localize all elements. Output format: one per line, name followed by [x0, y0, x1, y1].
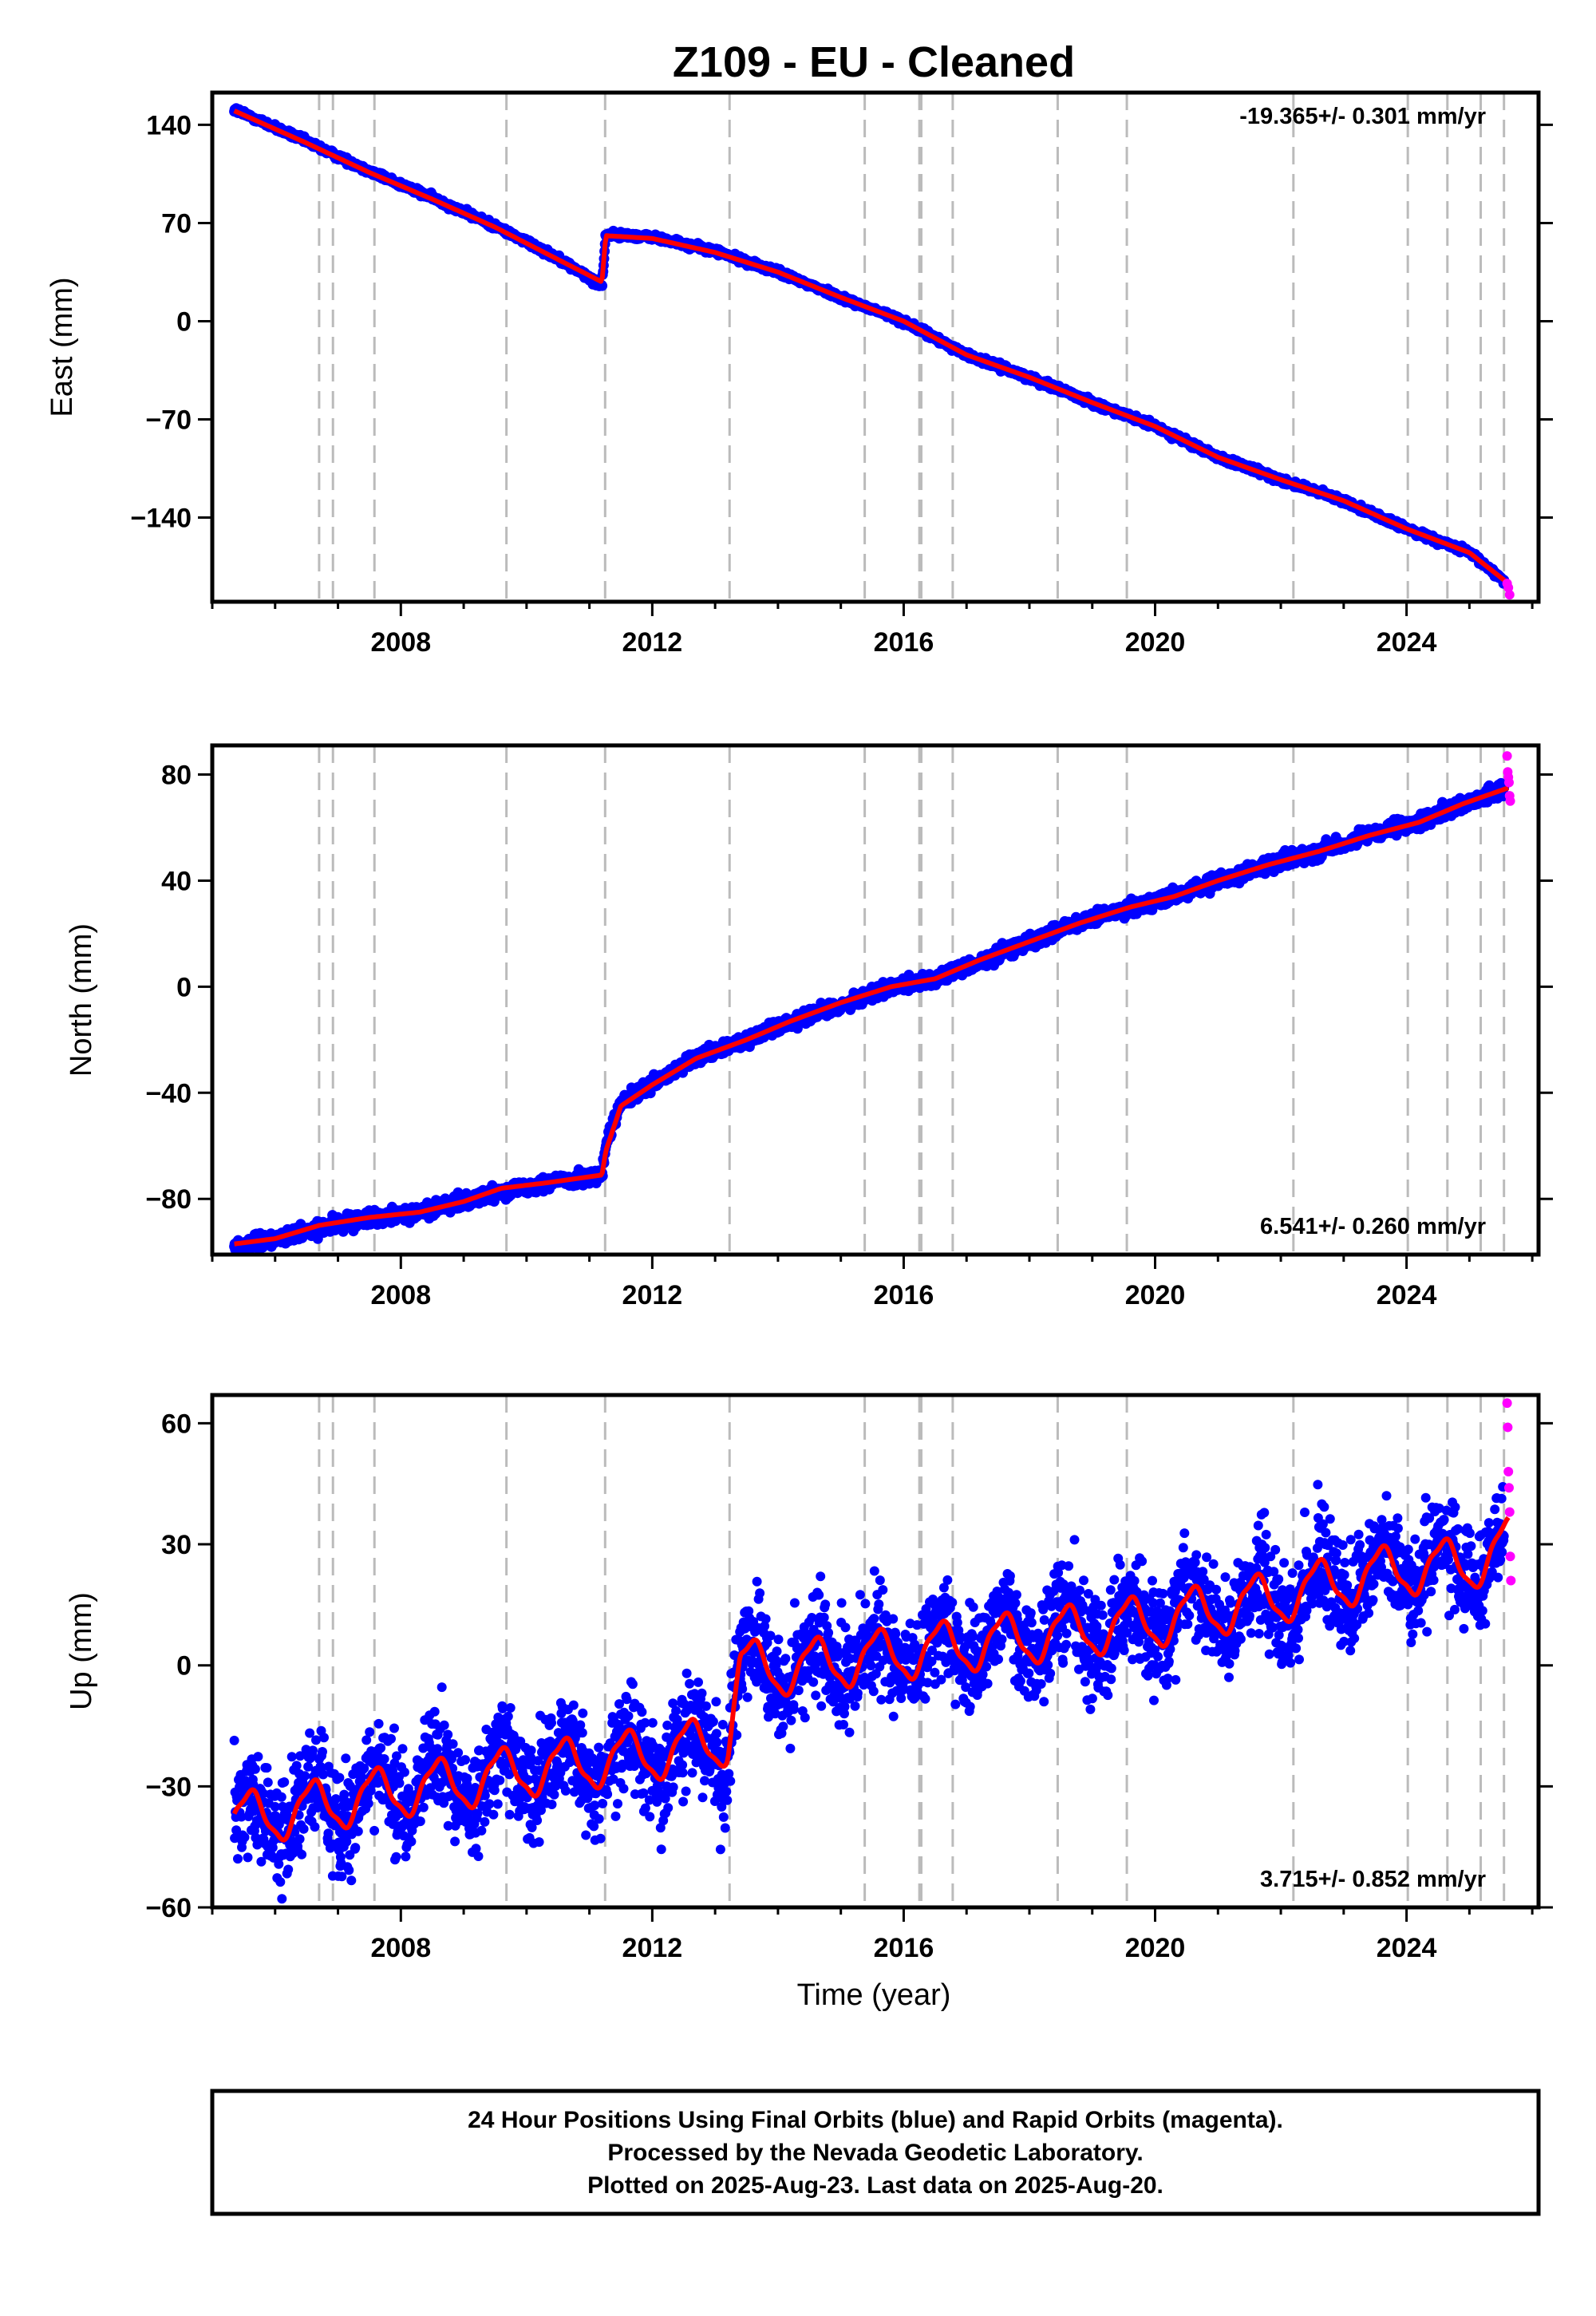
- y-tick-label: 70: [161, 208, 192, 239]
- y-tick-label: −140: [130, 504, 192, 534]
- rapid-orbit-points: [1502, 579, 1515, 600]
- event-lines: [318, 745, 1506, 1255]
- x-tick-label: 2024: [1377, 627, 1437, 658]
- y-tick-label: 140: [146, 110, 192, 140]
- plot-frame: [210, 90, 1541, 604]
- rapid-orbit-point: [1504, 590, 1515, 600]
- chart-title: Z109 - EU - Cleaned: [673, 38, 1075, 86]
- final-orbit-points: [229, 103, 1510, 589]
- panel-east: 140 70 0 −70 −140 2008 2012 2016 2020 2024 East (m…: [45, 90, 1553, 658]
- velocity-rate-label: -19.365+/- 0.301 mm/yr: [1239, 104, 1486, 129]
- y-tick-label: −70: [145, 405, 192, 436]
- x-tick-label: 2016: [874, 627, 934, 658]
- event-lines: [318, 93, 1506, 602]
- x-tick-label: 2008: [370, 627, 431, 658]
- y-tick-label: 0: [176, 306, 192, 337]
- y-axis-label: East (mm): [45, 277, 79, 417]
- model-line: [233, 109, 1511, 586]
- x-tick-label: 2020: [1125, 627, 1186, 658]
- x-tick-label: 2012: [622, 627, 683, 658]
